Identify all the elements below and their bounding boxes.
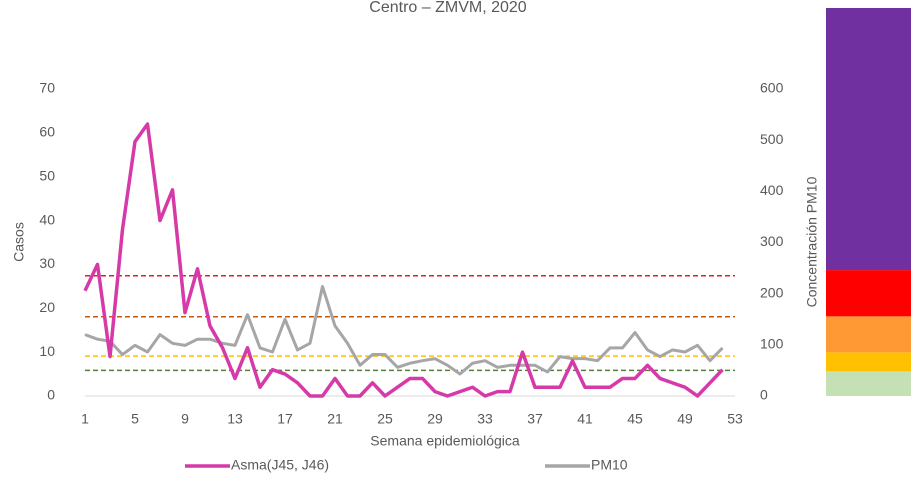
- y-tick-label: 60: [39, 124, 55, 140]
- x-tick-label: 29: [427, 411, 443, 427]
- band: [826, 352, 911, 372]
- x-tick-label: 41: [577, 411, 593, 427]
- y2-tick-label: 600: [760, 80, 784, 96]
- y-tick-label: 30: [39, 255, 55, 271]
- x-tick-label: 9: [181, 411, 189, 427]
- y-tick-label: 70: [39, 80, 55, 96]
- y-tick-label: 10: [39, 343, 55, 359]
- chart-title: Centro – ZMVM, 2020: [369, 0, 527, 16]
- band: [826, 270, 911, 317]
- y2-tick-label: 400: [760, 182, 784, 198]
- x-axis-label: Semana epidemiológica: [370, 433, 520, 449]
- y2-tick-label: 0: [760, 387, 768, 403]
- band: [826, 316, 911, 353]
- legend-label: Asma(J45, J46): [231, 457, 329, 473]
- y-axis-label: Casos: [11, 222, 27, 262]
- legend-label: PM10: [591, 457, 628, 473]
- y2-tick-label: 500: [760, 131, 784, 147]
- band: [826, 8, 911, 271]
- series-line: [83, 122, 724, 398]
- x-tick-label: 5: [131, 411, 139, 427]
- x-tick-label: 45: [627, 411, 643, 427]
- y-tick-label: 20: [39, 299, 55, 315]
- y2-tick-label: 100: [760, 336, 784, 352]
- y-tick-label: 40: [39, 211, 55, 227]
- x-tick-label: 33: [477, 411, 493, 427]
- y-tick-label: 0: [47, 387, 55, 403]
- x-tick-label: 37: [527, 411, 543, 427]
- x-tick-label: 17: [277, 411, 293, 427]
- band: [826, 371, 911, 396]
- series-line: [84, 285, 724, 376]
- y-tick-label: 50: [39, 167, 55, 183]
- x-tick-label: 25: [377, 411, 393, 427]
- x-tick-label: 49: [677, 411, 693, 427]
- y2-tick-label: 300: [760, 233, 784, 249]
- y2-tick-label: 200: [760, 284, 784, 300]
- y2-axis-label: Concentración PM10: [804, 176, 820, 307]
- x-tick-label: 53: [727, 411, 743, 427]
- x-tick-label: 21: [327, 411, 343, 427]
- x-tick-label: 1: [81, 411, 89, 427]
- x-tick-label: 13: [227, 411, 243, 427]
